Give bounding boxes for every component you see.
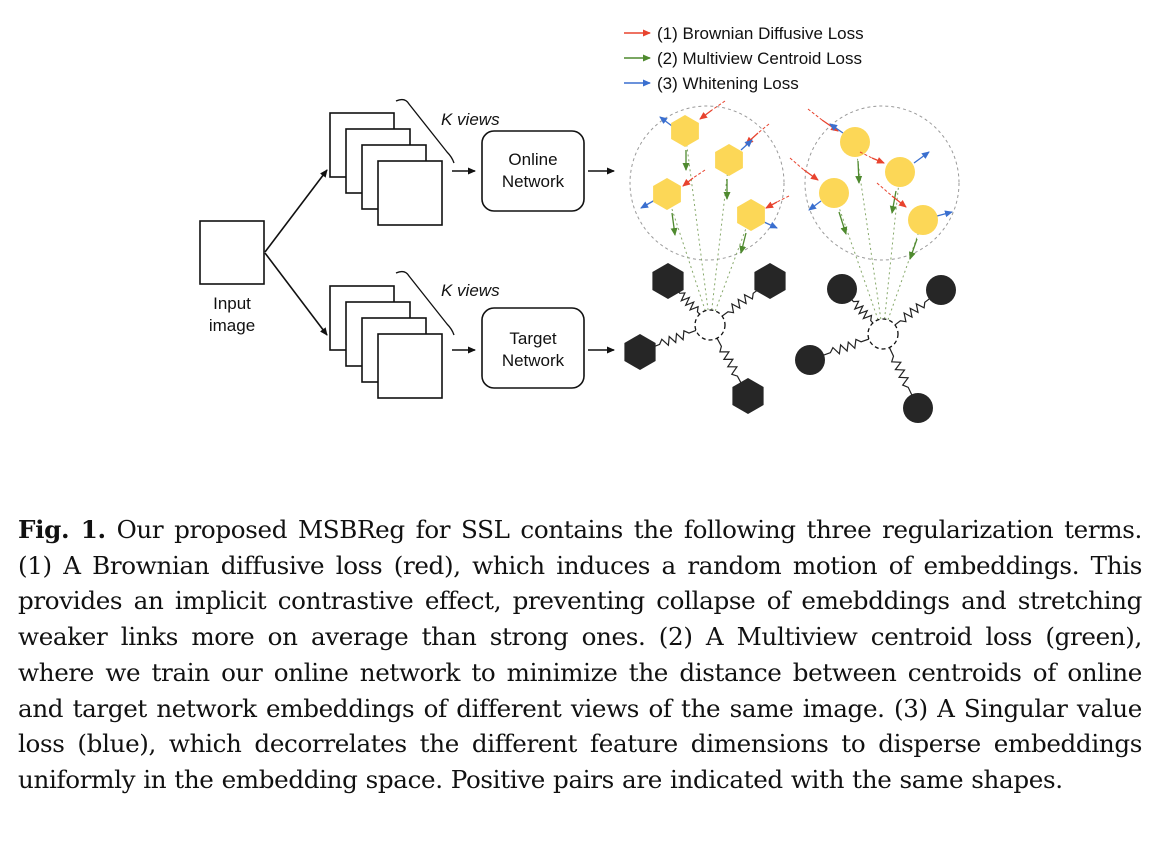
view-stack-top bbox=[329, 112, 443, 226]
hexagon-embedding-cluster bbox=[624, 100, 790, 414]
branch-arrow-top bbox=[264, 169, 328, 253]
whitening-arrow bbox=[763, 221, 778, 229]
target-embedding-hexagon bbox=[732, 378, 764, 414]
target-embedding-hexagon bbox=[652, 263, 684, 299]
centroid-link-line bbox=[666, 193, 711, 326]
views-label-top: K views bbox=[441, 110, 500, 129]
centroid-link-line bbox=[882, 171, 901, 335]
target-label-line2: Network bbox=[502, 351, 565, 370]
spring-link bbox=[882, 289, 942, 335]
centroid-arrow bbox=[889, 190, 897, 214]
target-embedding-hexagon bbox=[624, 334, 656, 370]
centroid-arrow bbox=[739, 232, 747, 254]
brownian-arrow bbox=[871, 157, 885, 164]
online-embedding-hexagon bbox=[737, 199, 765, 231]
centroid-circle bbox=[867, 318, 899, 350]
whitening-arrow bbox=[740, 139, 753, 151]
figure-caption: Fig. 1. Our proposed MSBReg for SSL cont… bbox=[18, 512, 1142, 798]
input-image-box bbox=[199, 220, 265, 285]
brownian-arrow bbox=[765, 201, 778, 209]
target-embedding-circle bbox=[926, 275, 956, 305]
brownian-arrow bbox=[803, 169, 819, 181]
centroid-arrow bbox=[670, 212, 678, 236]
centroid-circle bbox=[694, 309, 726, 341]
spring-link bbox=[841, 288, 884, 335]
views-label-bottom: K views bbox=[441, 281, 500, 300]
whitening-arrow bbox=[936, 210, 953, 218]
online-embedding-hexagon bbox=[715, 144, 743, 176]
whitening-arrow bbox=[913, 151, 930, 164]
spring-link bbox=[709, 324, 749, 397]
centroid-arrow bbox=[855, 160, 863, 184]
legend: (1) Brownian Diffusive Loss (2) Multivie… bbox=[624, 24, 864, 93]
embedding-space-circle bbox=[804, 105, 960, 261]
caption-text: Our proposed MSBReg for SSL contains the… bbox=[18, 515, 1142, 794]
online-network-box bbox=[481, 130, 585, 212]
whitening-arrow bbox=[829, 123, 844, 134]
centroid-arrow bbox=[909, 238, 918, 260]
spring-link bbox=[667, 280, 711, 326]
brace-bottom bbox=[395, 270, 455, 336]
target-embedding-circle bbox=[795, 345, 825, 375]
method-figure: Input image K views K views Online Netwo… bbox=[199, 24, 960, 423]
legend-item-brownian: (1) Brownian Diffusive Loss bbox=[657, 24, 864, 43]
target-embedding-circle bbox=[903, 393, 933, 423]
embedding-space-circle bbox=[629, 105, 785, 261]
brownian-arrow bbox=[745, 132, 759, 145]
brownian-trail bbox=[692, 169, 706, 179]
online-label-line2: Network bbox=[502, 172, 565, 191]
spring-link bbox=[882, 333, 919, 409]
input-label-line1: Input bbox=[213, 294, 251, 313]
whitening-arrow bbox=[640, 199, 656, 209]
whitening-arrow bbox=[808, 200, 822, 211]
online-embedding-circle bbox=[840, 127, 870, 157]
spring-link bbox=[809, 333, 884, 361]
brownian-arrow bbox=[891, 195, 907, 208]
brownian-arrow bbox=[699, 109, 713, 120]
target-embedding-circle bbox=[827, 274, 857, 304]
target-network-box bbox=[481, 307, 585, 389]
view-stack-bottom bbox=[329, 285, 443, 399]
brownian-trail bbox=[757, 123, 770, 134]
input-label-line2: image bbox=[209, 316, 255, 335]
online-embedding-circle bbox=[885, 157, 915, 187]
brownian-trail bbox=[859, 151, 873, 159]
brownian-trail bbox=[776, 195, 790, 203]
brownian-trail bbox=[789, 157, 805, 171]
brace-top bbox=[395, 98, 455, 164]
branch-arrow-bottom bbox=[264, 252, 328, 336]
spring-link bbox=[639, 324, 711, 353]
centroid-link-line bbox=[854, 141, 884, 335]
circle-embedding-cluster bbox=[789, 105, 960, 423]
target-embedding-hexagon bbox=[754, 263, 786, 299]
brownian-trail bbox=[711, 100, 726, 111]
online-embedding-hexagon bbox=[653, 178, 681, 210]
centroid-link-line bbox=[882, 219, 924, 335]
brownian-arrow bbox=[682, 177, 694, 187]
caption-label: Fig. 1. bbox=[18, 515, 106, 544]
online-label-line1: Online bbox=[508, 150, 557, 169]
legend-item-centroid: (2) Multiview Centroid Loss bbox=[657, 49, 862, 68]
brownian-trail bbox=[876, 182, 893, 197]
centroid-link-line bbox=[833, 192, 884, 335]
target-label-line1: Target bbox=[509, 329, 557, 348]
whitening-arrow bbox=[659, 116, 673, 127]
centroid-link-line bbox=[684, 130, 711, 326]
centroid-arrow bbox=[838, 211, 848, 235]
legend-item-whitening: (3) Whitening Loss bbox=[657, 74, 799, 93]
spring-link bbox=[709, 280, 771, 326]
brownian-trail bbox=[807, 108, 823, 121]
online-embedding-circle bbox=[908, 205, 938, 235]
online-embedding-circle bbox=[819, 178, 849, 208]
online-embedding-hexagon bbox=[671, 115, 699, 147]
